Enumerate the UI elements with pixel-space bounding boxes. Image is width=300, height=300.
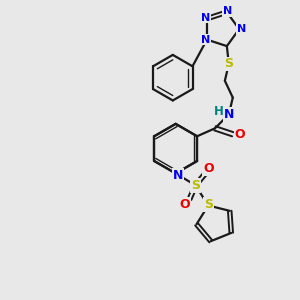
Text: N: N (201, 34, 211, 45)
Text: N: N (236, 24, 246, 34)
Text: S: S (224, 57, 233, 70)
Text: H: H (214, 105, 224, 118)
Text: N: N (223, 6, 232, 16)
Text: O: O (179, 198, 190, 211)
Text: O: O (203, 162, 214, 175)
Text: O: O (234, 128, 245, 141)
Text: S: S (204, 198, 213, 211)
Text: N: N (201, 13, 211, 23)
Text: N: N (172, 169, 183, 182)
Text: N: N (224, 108, 234, 121)
Text: S: S (191, 179, 200, 192)
